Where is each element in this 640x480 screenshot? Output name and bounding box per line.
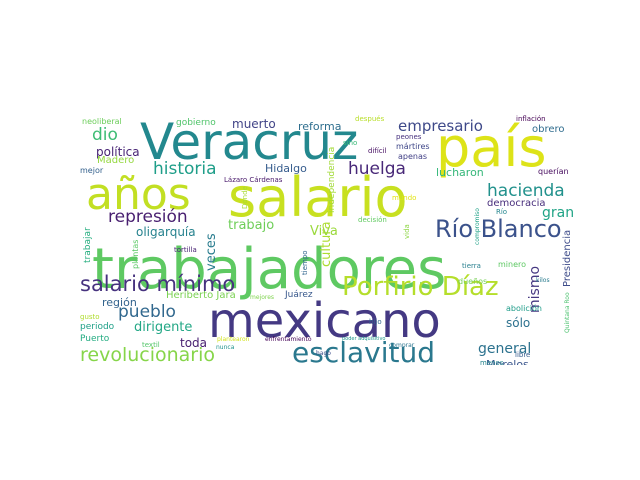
word-compromiso: compromiso [474,208,481,245]
word-hacienda: hacienda [487,181,565,201]
word-hidalgo: Hidalgo [265,162,307,175]
word-empresario: empresario [398,117,483,135]
word-mexicano: mexicano [208,293,441,349]
word-lucharon: lucharon [436,166,484,179]
word-anos: años [86,169,191,220]
word-plantearon: plantearon [217,336,250,343]
word-donde: Donde [241,186,249,209]
word-muerto: muerto [232,117,276,131]
word-morelos: Morelos [486,358,529,365]
word-dificil: difícil [368,147,387,155]
word-peones: peones [396,133,422,141]
word-trabajadores: trabajadores [92,237,447,302]
word-mundo: mundo [392,194,417,202]
word-hago: hago [316,350,331,357]
word-rio: Río [496,208,508,216]
word-gusto: gusto [80,313,100,321]
word-democracia: democracia [487,198,546,209]
word-sino: sino [343,139,358,147]
word-revolucionario: revolucionario [80,344,216,365]
word-reforma: reforma [298,120,342,133]
word-heriberto-jara: Heriberto Jara [166,290,236,301]
word-puerto: Puerto [80,334,110,344]
word-quintana-roo: Quintana Roo [564,292,571,333]
word-apenas: apenas [398,152,428,161]
word-tortilla: tortilla [174,246,197,254]
word-madero: Madero [97,155,135,166]
word-martires: mártires [396,142,430,151]
word-oligarquia: oligarquía [136,225,196,239]
word-nunca: nunca [216,344,235,351]
word-cloud: trabajadores salario mexicano Veracruz p… [80,115,580,365]
word-region: región [102,296,137,309]
word-gobierno: gobierno [176,118,216,128]
word-hijo: hijo [369,318,382,326]
word-toda: toda [180,336,208,350]
word-menos: menos [480,359,504,366]
word-trabajar: trabajar [83,227,93,263]
word-porfirio-diaz: Porfirio Díaz [342,272,499,302]
word-politica: política [96,145,140,159]
word-gran: gran [542,205,575,221]
word-tiempo: tiempo [301,250,309,275]
word-veces: veces [204,233,219,271]
word-periodo: periodo [80,322,115,332]
word-mejores: mejores [250,294,275,301]
word-lazaro-cardenas: Lázaro Cárdenas [224,176,283,184]
word-textil: textil [142,341,160,349]
word-pueblo: pueblo [118,302,176,322]
word-general: general [478,341,532,357]
word-obrero: obrero [532,124,565,135]
word-abolicion: abolición [506,304,542,313]
word-rio-blanco: Río Blanco [435,215,562,243]
word-poder-adquisitivo: poder adquisitivo [342,336,386,342]
word-comprar: comprar [389,342,415,349]
word-represion: represión [108,207,188,227]
word-plantas: plantas [131,239,140,269]
word-dirigente: dirigente [134,320,193,335]
word-neoliberal: neoliberal [82,117,122,126]
word-libre: libre [515,351,531,359]
word-esclavitud: esclavitud [292,336,435,366]
word-presidencia: Presidencia [562,229,573,287]
word-huelga: huelga [348,159,406,179]
word-pais: país [436,116,547,179]
word-dio: dio [92,125,118,145]
word-historia: historia [153,159,217,179]
word-vida: vida [403,224,411,239]
word-salario-minimo: salario mínimo [80,272,236,296]
word-independencia: independencia [327,146,337,213]
word-enfrentamiento: enfrentamiento [265,336,312,343]
word-tierra: tierra [462,262,481,270]
word-mejor: mejor [80,166,104,175]
word-trabajo: trabajo [228,218,275,233]
word-veracruz: Veracruz [140,115,359,171]
word-duenos: dueños [458,277,488,286]
word-inflacion: inflación [516,115,546,123]
word-despues: después [355,115,385,123]
word-querian: querían [538,167,569,176]
word-minero: minero [498,260,527,269]
word-kilos: kilos [536,277,550,284]
word-solo: sólo [506,316,531,330]
word-decision: decisión [358,216,387,224]
word-viva: Viva [310,224,338,239]
word-juarez: Juárez [285,290,313,300]
word-salario: salario [228,166,408,229]
